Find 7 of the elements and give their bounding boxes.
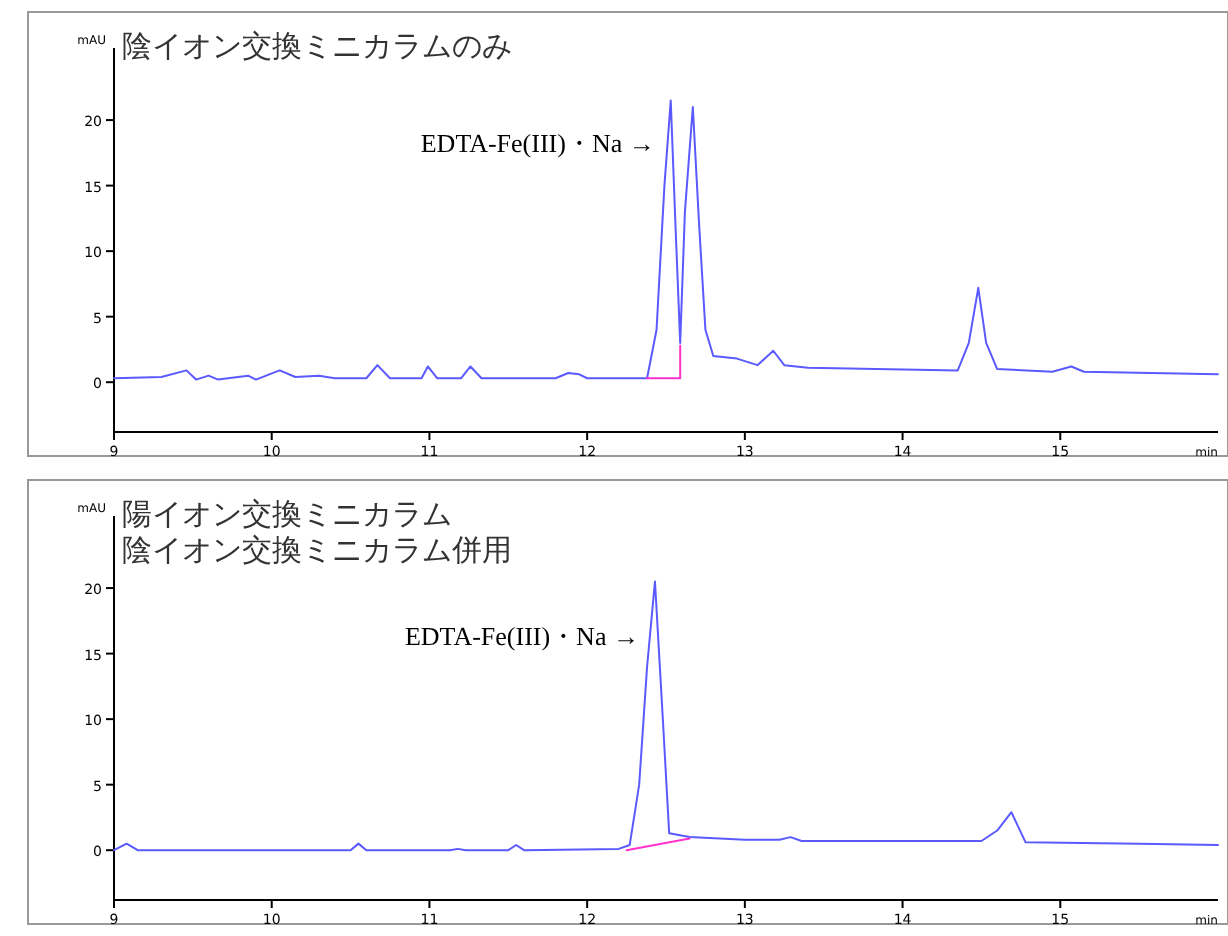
chart-title: 陰イオン交換ミニカラムのみ bbox=[122, 30, 512, 64]
line-series bbox=[113, 580, 1219, 852]
annotation: EDTA-Fe(III)・Na → bbox=[404, 620, 639, 651]
line-series bbox=[113, 99, 1219, 381]
text: 陰イオン交換ミニカラム併用 bbox=[122, 534, 512, 568]
annotation: EDTA-Fe(III)・Na → bbox=[420, 127, 655, 158]
chart-title: 陽イオン交換ミニカラム bbox=[122, 498, 452, 532]
